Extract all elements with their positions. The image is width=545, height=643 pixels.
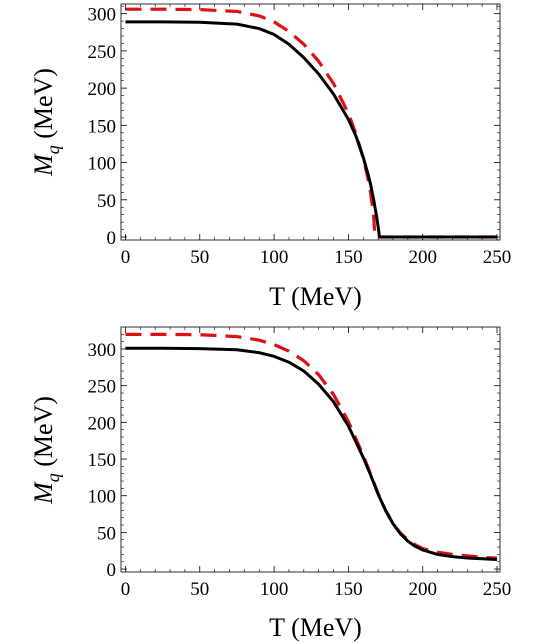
y-axis-title-unit: (MeV) [29, 396, 58, 473]
x-tick-label: 200 [408, 247, 437, 268]
y-tick-label: 300 [88, 5, 117, 26]
x-tick-label: 250 [483, 579, 512, 600]
plot-frame [120, 3, 501, 241]
y-tick-label: 150 [88, 116, 117, 137]
y-axis-title-subscript: q [43, 473, 63, 482]
y-axis-title: Mq (MeV) [29, 68, 63, 177]
y-tick-label: 100 [88, 487, 117, 508]
y-tick-label: 250 [88, 377, 117, 398]
y-tick-label: 100 [88, 154, 117, 175]
x-tick-label: 200 [408, 579, 437, 600]
x-axis-title: T (MeV) [269, 282, 362, 311]
x-tick-label: 0 [121, 579, 131, 600]
solid-black-curve [125, 20, 498, 239]
x-tick-label: 100 [260, 247, 289, 268]
bottom-panel: 0 50 100 150 200 250 0 50 100 150 200 250 300 T (MeV)… [29, 326, 512, 642]
y-tick-label: 50 [97, 523, 116, 544]
plot-frame [120, 326, 501, 573]
dashed-red-curve [125, 332, 498, 560]
y-axis-title: Mq (MeV) [29, 396, 63, 505]
x-tick-label: 50 [190, 247, 209, 268]
y-tick-label: 200 [88, 413, 117, 434]
x-tick-label: 150 [334, 247, 363, 268]
dashed-red-curve [125, 7, 498, 239]
solid-black-curve [125, 346, 498, 562]
y-tick-label: 50 [97, 191, 116, 212]
x-tick-label: 50 [190, 579, 209, 600]
y-tick-label: 300 [88, 340, 117, 361]
y-axis-title-symbol: M [29, 153, 58, 177]
x-tick-label: 250 [483, 247, 512, 268]
y-axis-title-unit: (MeV) [29, 68, 58, 145]
y-tick-label: 0 [107, 560, 117, 581]
x-tick-label: 150 [334, 579, 363, 600]
series-group [125, 332, 498, 562]
y-axis-title-subscript: q [43, 145, 63, 154]
y-axis-title-symbol: M [29, 481, 58, 505]
series-group [125, 7, 498, 239]
y-tick-label: 0 [107, 228, 117, 249]
x-axis-title: T (MeV) [269, 613, 362, 642]
y-tick-label: 250 [88, 42, 117, 63]
x-tick-label: 100 [260, 579, 289, 600]
x-tick-label: 0 [121, 247, 131, 268]
y-tick-label: 150 [88, 450, 117, 471]
top-panel: 0 50 100 150 200 250 0 50 100 150 200 250 300 T (MeV)… [29, 3, 512, 311]
y-tick-label: 200 [88, 79, 117, 100]
